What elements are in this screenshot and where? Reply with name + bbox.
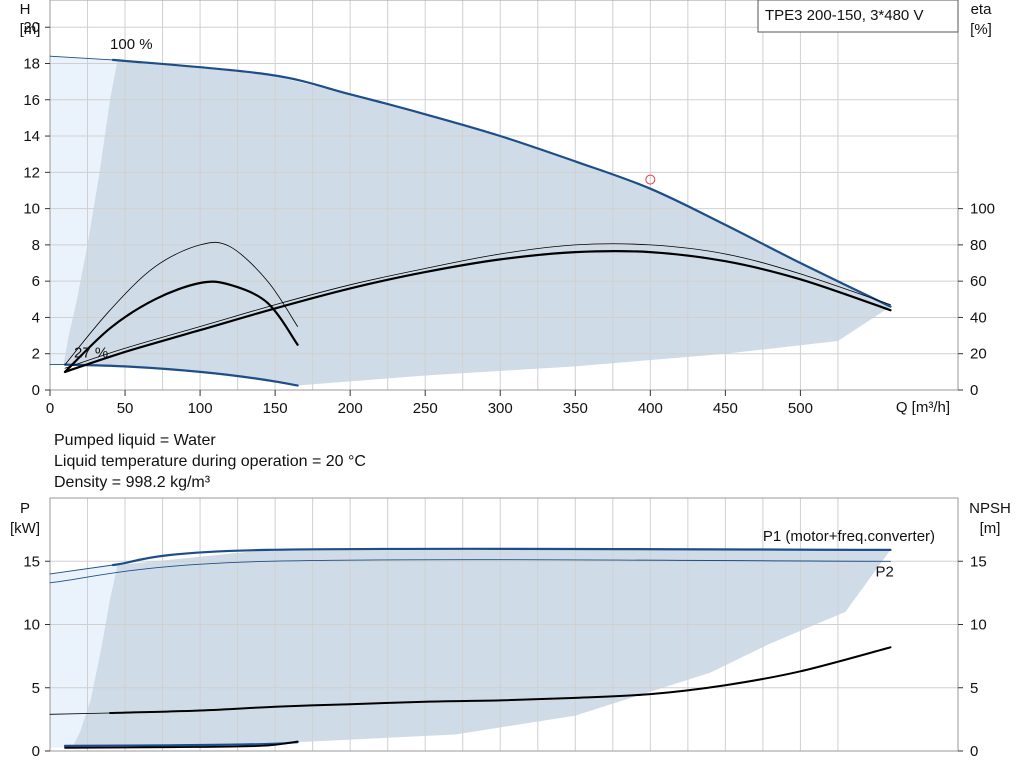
head-xtick-label-350: 350 bbox=[563, 400, 588, 417]
head-y2tick-label-20: 20 bbox=[970, 346, 987, 363]
y-axis-unit-p: [kW] bbox=[10, 520, 40, 537]
head-xtick-label-450: 450 bbox=[713, 400, 738, 417]
power-series-npsh bbox=[109, 646, 892, 714]
liquid-info-temperature: Liquid temperature during operation = 20… bbox=[54, 453, 366, 470]
head-xtick-label-100: 100 bbox=[188, 400, 213, 417]
head-ytick-label-8: 8 bbox=[32, 237, 40, 254]
power-y2tick-label-0: 0 bbox=[970, 743, 978, 760]
power-series-power-min-2 bbox=[64, 740, 299, 749]
head-y2tick-label-40: 40 bbox=[970, 309, 987, 326]
head-efficiency-panel: 100 %27 % 024681012141618200204060801000… bbox=[20, 0, 995, 417]
y2-axis-label-npsh: NPSH bbox=[969, 500, 1011, 517]
y2-axis-unit-npsh: [m] bbox=[980, 520, 1001, 537]
liquid-info: Pumped liquid = Water Liquid temperature… bbox=[54, 430, 366, 493]
power-ytick-label-5: 5 bbox=[32, 680, 40, 697]
head-y2tick-label-100: 100 bbox=[970, 201, 995, 218]
y-axis-unit-h: [m] bbox=[20, 21, 41, 38]
y-axis-label-p: P bbox=[20, 500, 30, 517]
pump-label-box bbox=[757, 0, 959, 33]
power-series-p1-ext bbox=[49, 564, 114, 575]
head-series-head-max-ext bbox=[49, 55, 114, 61]
head-ytick-label-0: 0 bbox=[32, 382, 40, 399]
y-axis-label-h: H bbox=[20, 1, 31, 18]
power-ytick-label-15: 15 bbox=[23, 553, 40, 570]
head-series-eta-max-hydraulic bbox=[64, 243, 891, 369]
power-y2tick-label-15: 15 bbox=[970, 553, 987, 570]
power-y2tick-label-5: 5 bbox=[970, 680, 978, 697]
speed-annotation-0: 100 % bbox=[110, 36, 153, 53]
head-ytick-label-4: 4 bbox=[32, 309, 40, 326]
x-axis-label-q: Q [m³/h] bbox=[896, 399, 950, 416]
head-series-eta-max-total bbox=[63, 249, 892, 373]
power-low-range bbox=[50, 565, 118, 748]
head-ytick-label-12: 12 bbox=[23, 164, 40, 181]
head-ytick-label-6: 6 bbox=[32, 273, 40, 290]
head-xtick-label-150: 150 bbox=[263, 400, 288, 417]
head-low-range bbox=[50, 56, 118, 365]
head-ytick-label-16: 16 bbox=[23, 92, 40, 109]
power-ytick-label-10: 10 bbox=[23, 617, 40, 634]
head-xtick-label-250: 250 bbox=[413, 400, 438, 417]
head-xtick-label-50: 50 bbox=[117, 400, 134, 417]
power-ytick-label-0: 0 bbox=[32, 743, 40, 760]
power-operating-range bbox=[50, 549, 891, 748]
head-ytick-label-2: 2 bbox=[32, 346, 40, 363]
head-xtick-label-300: 300 bbox=[488, 400, 513, 417]
head-y2tick-label-80: 80 bbox=[970, 237, 987, 254]
head-series-eta-min-hydraulic bbox=[64, 241, 298, 365]
power-series-named-2 bbox=[49, 559, 891, 584]
y2-axis-label-eta: eta bbox=[971, 1, 993, 18]
head-ytick-label-14: 14 bbox=[23, 128, 40, 145]
head-y2tick-label-60: 60 bbox=[970, 273, 987, 290]
power-legend-label-1: P2 bbox=[875, 563, 893, 580]
power-npsh-panel: P1 (motor+freq.converter) P2 0 5 10 15 0 5 10 15… bbox=[10, 497, 1011, 760]
speed-annotation-1: 27 % bbox=[74, 344, 108, 361]
head-ytick-label-10: 10 bbox=[23, 201, 40, 218]
power-series-npsh-ext bbox=[49, 712, 111, 715]
liquid-info-pumped: Pumped liquid = Water bbox=[54, 432, 216, 449]
head-series-head-min bbox=[63, 363, 299, 387]
duty-point-marker bbox=[645, 174, 656, 185]
power-series-named-0 bbox=[111, 547, 892, 567]
head-operating-range bbox=[50, 56, 891, 386]
head-ytick-label-18: 18 bbox=[23, 55, 40, 72]
y2-axis-unit-eta: [%] bbox=[970, 21, 992, 38]
power-legend-label-0: P1 (motor+freq.converter) bbox=[763, 528, 935, 545]
head-series-eta-min-total bbox=[63, 280, 299, 373]
liquid-info-density: Density = 998.2 kg/m³ bbox=[54, 474, 211, 491]
head-xtick-label-0: 0 bbox=[46, 400, 54, 417]
head-ytick-label-20: 20 bbox=[23, 19, 40, 36]
head-xtick-label-200: 200 bbox=[338, 400, 363, 417]
pump-label: TPE3 200-150, 3*480 V bbox=[765, 7, 923, 24]
power-y2tick-label-10: 10 bbox=[970, 617, 987, 634]
head-y2tick-label-0: 0 bbox=[970, 382, 978, 399]
head-xtick-label-500: 500 bbox=[788, 400, 813, 417]
head-series-head-max bbox=[111, 58, 892, 308]
head-plot-frame bbox=[49, 0, 959, 391]
head-xtick-label-400: 400 bbox=[638, 400, 663, 417]
